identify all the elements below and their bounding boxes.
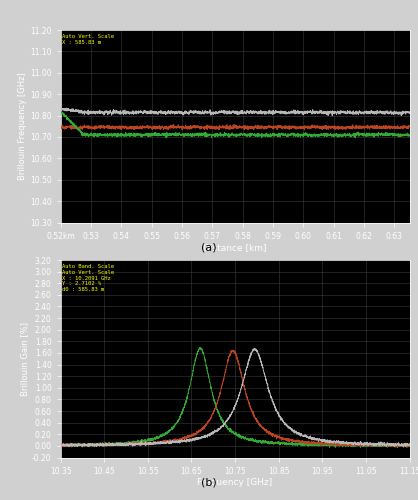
Y-axis label: Brillouin Gain [%]: Brillouin Gain [%] xyxy=(20,322,29,396)
Text: (a): (a) xyxy=(201,242,217,252)
Text: Auto Vert. Scale
X : 585.83 m: Auto Vert. Scale X : 585.83 m xyxy=(62,34,115,44)
Text: (b): (b) xyxy=(201,478,217,488)
Text: Auto Band. Scale
Auto Vert. Scale
X : 10.2091 GHz
Y : 2.7102 %
d0 : 585.83 m: Auto Band. Scale Auto Vert. Scale X : 10… xyxy=(62,264,115,292)
X-axis label: Distance [km]: Distance [km] xyxy=(204,244,267,252)
X-axis label: Frequency [GHz]: Frequency [GHz] xyxy=(197,478,273,488)
Y-axis label: Brillouin Frequency [GHz]: Brillouin Frequency [GHz] xyxy=(18,72,27,180)
